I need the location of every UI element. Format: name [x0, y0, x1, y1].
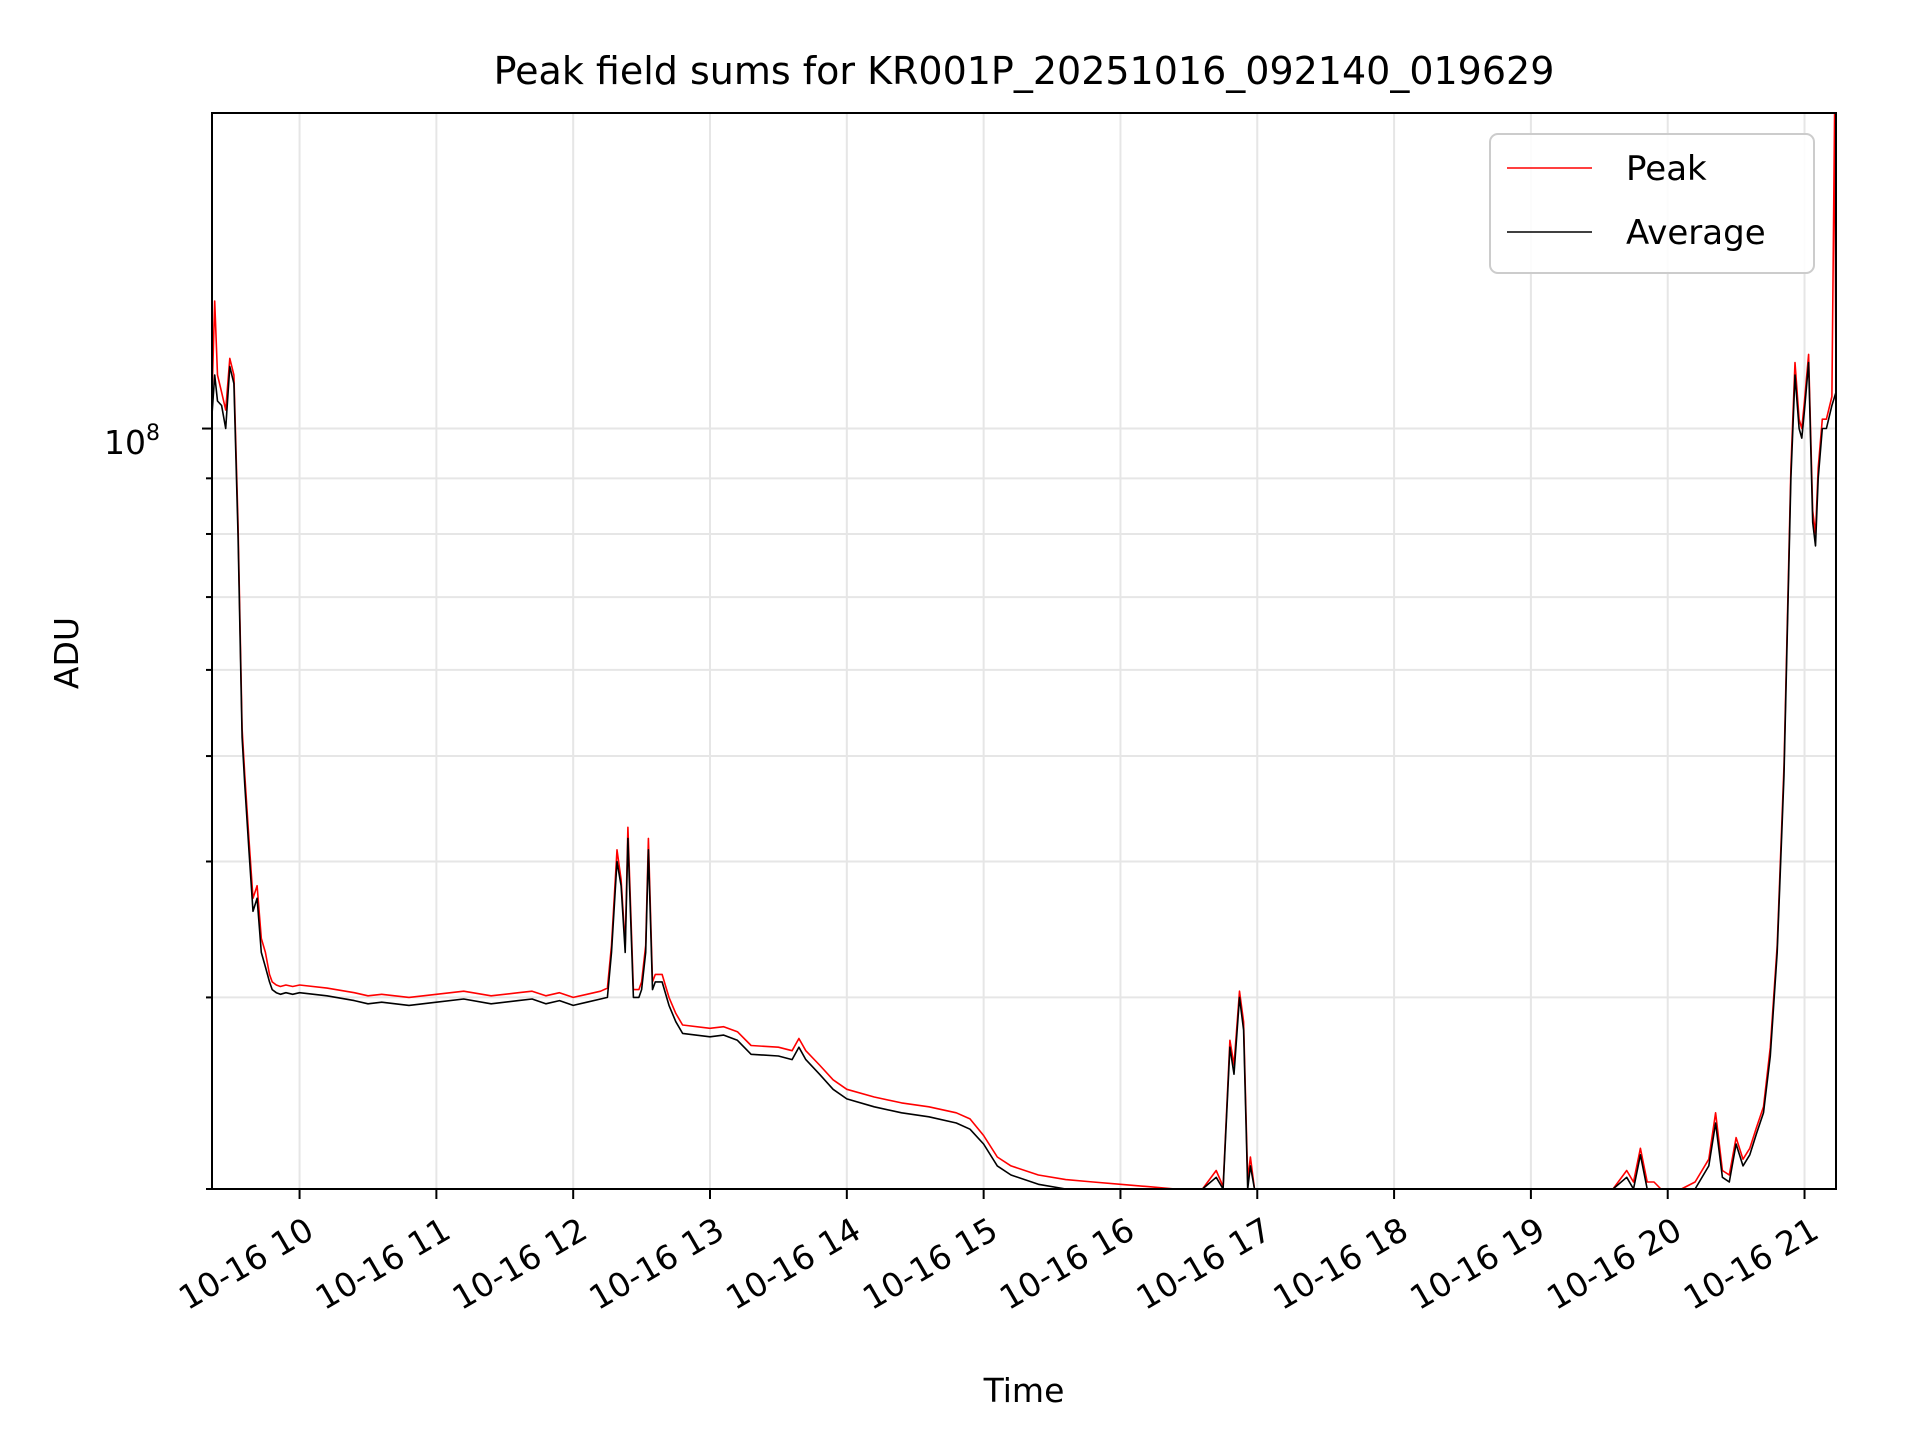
chart-title: Peak field sums for KR001P_20251016_0921…	[494, 49, 1555, 93]
x-axis-label: Time	[983, 1371, 1065, 1410]
y-tick-label-exponent: 8	[146, 421, 160, 446]
legend-label-peak: Peak	[1626, 149, 1707, 189]
series-layer	[211, 112, 1837, 1190]
legend: Peak Average	[1489, 133, 1815, 274]
series-line-average	[211, 361, 1837, 1190]
y-tick-label-major: 108	[104, 421, 160, 462]
y-axis-label: ADU	[47, 617, 86, 689]
plot-frame	[211, 112, 1837, 1190]
y-tick-label-base: 10	[104, 423, 146, 462]
grid	[212, 113, 1836, 1190]
series-line-peak	[211, 112, 1837, 1190]
y-axis	[202, 427, 212, 1190]
legend-label-average: Average	[1626, 213, 1766, 253]
